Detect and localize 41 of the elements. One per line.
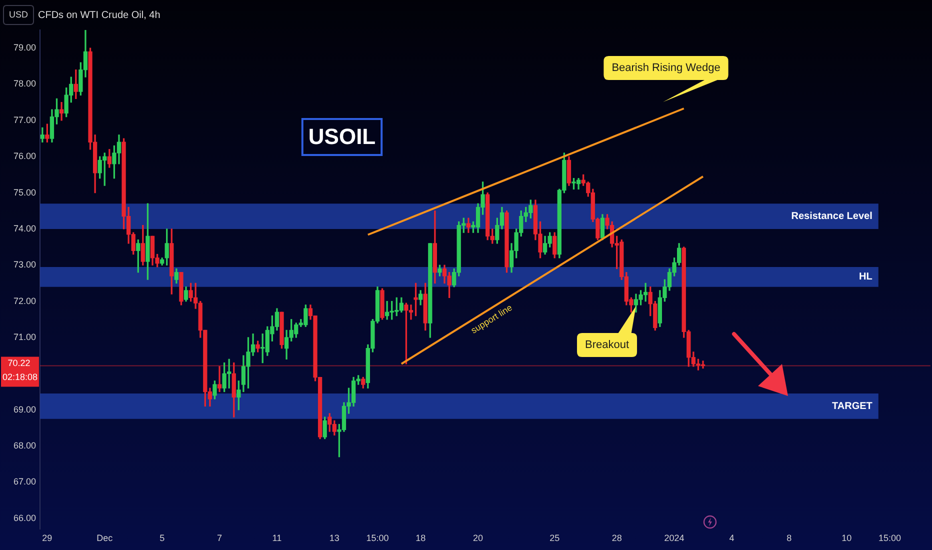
y-axis-title: USD <box>9 9 28 20</box>
y-tick-label: 73.00 <box>13 260 36 270</box>
x-tick-label: Dec <box>96 533 114 544</box>
y-tick-label: 69.00 <box>13 404 36 414</box>
y-tick-label: 74.00 <box>13 223 36 234</box>
chart-title: CFDs on WTI Crude Oil, 4h <box>38 10 160 21</box>
x-tick-label: 4 <box>729 533 734 544</box>
x-tick-label: 25 <box>550 533 560 544</box>
y-tick-label: 67.00 <box>13 476 36 487</box>
y-tick-label: 76.00 <box>13 151 36 162</box>
x-tick-label: 15:00 <box>366 533 389 544</box>
band-label: TARGET <box>832 400 872 412</box>
x-tick-label: 18 <box>416 533 426 544</box>
ref-line-label: 70.22 <box>8 358 30 368</box>
x-tick-label: 13 <box>329 533 340 544</box>
band-label: HL <box>859 272 872 283</box>
annotation: Breakout <box>584 339 630 352</box>
y-tick-label: 66.00 <box>13 512 36 523</box>
y-tick-label: 72.00 <box>13 296 36 306</box>
x-tick-label: 29 <box>42 533 52 544</box>
x-tick-label: 28 <box>612 533 622 544</box>
x-tick-label: 2024 <box>664 533 684 544</box>
x-tick-label: 10 <box>842 533 852 544</box>
candlestick <box>217 366 222 392</box>
x-tick-label: 20 <box>473 533 484 544</box>
x-tick-label: 7 <box>217 533 222 544</box>
y-tick-label: 68.00 <box>13 440 36 450</box>
candlestick <box>59 102 64 121</box>
x-tick-label: 15:00 <box>878 533 901 544</box>
x-tick-label: 8 <box>786 533 792 544</box>
y-tick-label: 78.00 <box>13 78 36 89</box>
annotation: USOIL <box>308 124 376 150</box>
y-tick-label: 77.00 <box>13 114 36 125</box>
band-label: Resistance Level <box>791 211 873 222</box>
annotation: Bearish Rising Wedge <box>612 62 720 74</box>
y-tick-label: 79.00 <box>13 42 36 53</box>
y-tick-label: 71.00 <box>13 332 36 342</box>
x-tick-label: 11 <box>272 533 282 544</box>
text: 02:18:08 <box>2 372 38 382</box>
x-tick-label: 5 <box>160 533 165 544</box>
y-tick-label: 75.00 <box>13 187 36 198</box>
